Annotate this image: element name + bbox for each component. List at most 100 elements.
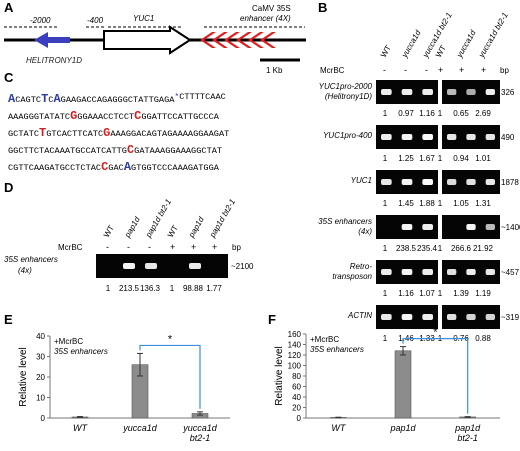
significance-bracket [402,338,469,414]
y-tick-label: 140 [288,341,302,350]
gel-band [422,269,433,275]
legend-line1: +McrBC [310,335,339,344]
gel-row-label: 35S enhancers [4,255,58,264]
gel-quant-value: 1 [438,109,443,118]
gel-quant-value: 0.65 [453,109,469,118]
sequence-line: GGCTTCTACAAATGCCATCATTGCGATAAAGGAAAGGCTA… [8,143,222,157]
gel-band [381,269,392,275]
genotype-label: yucca1d [399,28,422,60]
gel-quant-value: 1.31 [475,199,491,208]
gel-quant-value: 0.94 [453,154,469,163]
gel-quant-value: 1.77 [206,284,222,293]
sequence-line: CGTTCAAGATGCCTCTACCGACAGTGGTCCCAAAGATGGA [8,160,220,174]
x-tick-label: bt2-1 [457,433,478,443]
gel-band [422,134,433,140]
gel-band [401,89,413,95]
gel-row-label: (4x) [358,227,372,236]
mcrbc-sign: - [404,65,407,75]
genotype-label: pap1d bt2-1 [207,198,237,240]
gel-band [189,263,201,269]
panel-d-gel: WT pap1d pap1d bt2-1WT pap1d pap1d bt2-1McrB… [4,198,254,293]
gel-row-bp: ~319 [501,313,520,322]
gel-band [485,89,495,95]
gel-row-label: Retro- [350,262,373,271]
gel-quant-value: 1 [383,244,388,253]
bp-label: bp [232,243,241,252]
y-axis-label: Relative level [18,347,29,406]
gel-band [422,89,433,95]
gel-quant-value: 1.07 [419,289,435,298]
gel-quant-value: 1 [383,334,388,343]
gel-band [381,134,392,140]
gel-quant-value: 1 [438,199,443,208]
gel-band [485,269,495,275]
gel-quant-value: 1.67 [419,154,435,163]
mcrbc-sign: + [212,242,217,252]
gel-band [401,314,413,320]
panel-label-b: B [318,0,327,15]
gel-band [485,224,495,230]
gel-row-label: YUC1pro-2000 [319,82,373,91]
genotype-label: WT [102,224,116,239]
mcrbc-sign: - [106,242,109,252]
gel-band [466,179,476,185]
enhancer-label-line1: CaMV 35S [252,4,291,13]
gel-band [422,179,433,185]
gel-quant-value: 1.16 [398,289,414,298]
gel-band [447,179,457,185]
gel-band [485,179,495,185]
mcrbc-sign: - [127,242,130,252]
bp-label: bp [500,66,509,75]
gel-row-label: transposon [332,272,372,281]
y-tick-label: 40 [36,332,45,341]
y-tick-label: 0 [41,414,46,423]
gel-quant-value: 266.6 [451,244,472,253]
gel-quant-value: 1 [438,289,443,298]
gel-band [466,134,476,140]
x-tick-label: bt2-1 [190,433,211,443]
gel-quant-value: 1.05 [453,199,469,208]
gel-band [422,224,433,230]
x-tick-label: pap1d [454,423,481,433]
genotype-label: WT [166,224,180,239]
gel-row-bp: 1878 [501,178,519,187]
gel-band [447,269,457,275]
genotype-label: yucca1d bt2-1 [476,11,509,60]
sequence-line: GCTATCTGTCACTTCATCGAAAGGACAGTAGAAAAGGAAG… [8,126,229,140]
sequence-line: ACAGTCTCAGAAGACCAGAGGGCTATTGAGA*CTTTTCAA… [8,92,226,106]
y-tick-label: 10 [36,394,45,403]
helitron-label: HELITRONY1D [26,56,82,65]
gel-band [485,134,495,140]
gel-quant-value: 0.88 [475,334,491,343]
y-tick-label: 60 [292,383,301,392]
panel-label-d: D [4,180,13,195]
gel-row-label: (Helitrony1D) [325,92,372,101]
y-tick-label: 30 [36,353,45,362]
x-tick-label: yucca1d [182,423,218,433]
gel-band [447,314,457,320]
y-tick-label: 120 [288,351,302,360]
gel-quant-value: 21.92 [473,244,494,253]
genotype-label: WT [379,44,393,59]
gel-row-bp: ~457 [501,268,520,277]
enhancer-label-line2: enhancer (4X) [240,14,291,23]
mcrbc-sign: + [170,242,175,252]
x-tick-label: pap1d [389,423,416,433]
gel-band [401,269,413,275]
mcrbc-sign: - [425,65,428,75]
genotype-label: yucca1d [454,28,477,60]
gel-quant-value: 136.3 [140,284,161,293]
gel-band [422,314,433,320]
gel-quant-value: 1 [383,289,388,298]
gel-row-bp: ~2100 [231,262,254,271]
genotype-label: pap1d [122,215,142,240]
gel-band [466,269,476,275]
panel-c-sequence: ACAGTCTCAGAAGACCAGAGGGCTATTGAGA*CTTTTCAA… [8,92,229,174]
gel-quant-value: 1.88 [419,199,435,208]
gel-quant-value: 1.45 [398,199,414,208]
gel-band [447,134,457,140]
y-tick-label: 20 [36,373,45,382]
gel-quant-value: 1.39 [453,289,469,298]
